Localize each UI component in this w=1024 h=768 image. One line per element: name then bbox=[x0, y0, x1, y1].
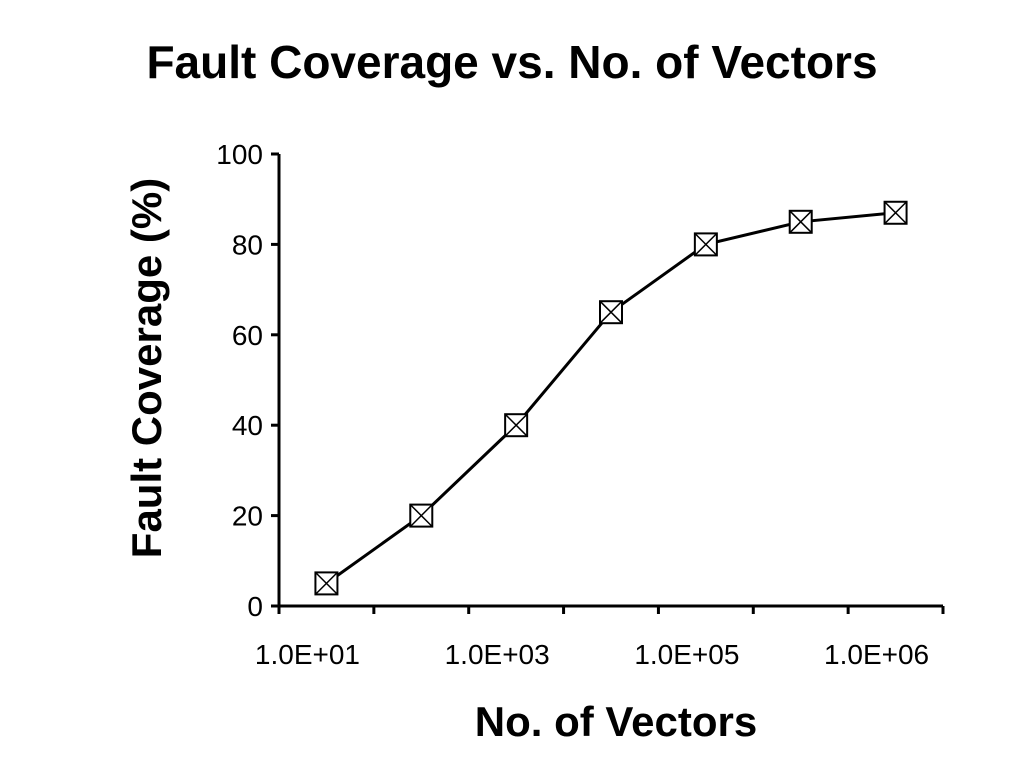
data-point-marker bbox=[883, 200, 908, 225]
y-tick-label: 0 bbox=[247, 591, 263, 622]
data-point-marker bbox=[693, 232, 718, 257]
x-tick-label: 1.0E+03 bbox=[445, 639, 550, 670]
y-tick-label: 100 bbox=[216, 139, 263, 170]
y-axis-title: Fault Coverage (%) bbox=[123, 178, 170, 558]
y-tick-label: 40 bbox=[232, 410, 263, 441]
y-tick-label: 80 bbox=[232, 229, 263, 260]
data-point-marker bbox=[788, 209, 813, 234]
marker-cross bbox=[504, 413, 528, 437]
chart-title: Fault Coverage vs. No. of Vectors bbox=[146, 36, 877, 88]
marker-cross bbox=[789, 210, 813, 234]
marker-cross bbox=[409, 504, 433, 528]
marker-cross bbox=[599, 300, 623, 324]
data-point-marker bbox=[314, 571, 339, 596]
marker-cross bbox=[694, 232, 718, 256]
series-line bbox=[325, 211, 896, 585]
y-tick-label: 20 bbox=[232, 501, 263, 532]
data-point-marker bbox=[409, 503, 434, 528]
x-tick-label: 1.0E+06 bbox=[824, 639, 929, 670]
axes: 0 20 40 60 80 100 1.0E+01 1.0E+03 1.0E+05 1.0E+06 bbox=[216, 139, 945, 670]
series-layer bbox=[314, 200, 908, 596]
marker-cross bbox=[314, 571, 338, 595]
x-tick-label: 1.0E+05 bbox=[634, 639, 739, 670]
data-point-marker bbox=[504, 413, 529, 438]
y-tick-label: 60 bbox=[232, 320, 263, 351]
x-axis-title: No. of Vectors bbox=[475, 698, 757, 745]
marker-cross bbox=[884, 201, 908, 225]
x-tick-label: 1.0E+01 bbox=[255, 639, 360, 670]
data-point-marker bbox=[599, 300, 623, 325]
